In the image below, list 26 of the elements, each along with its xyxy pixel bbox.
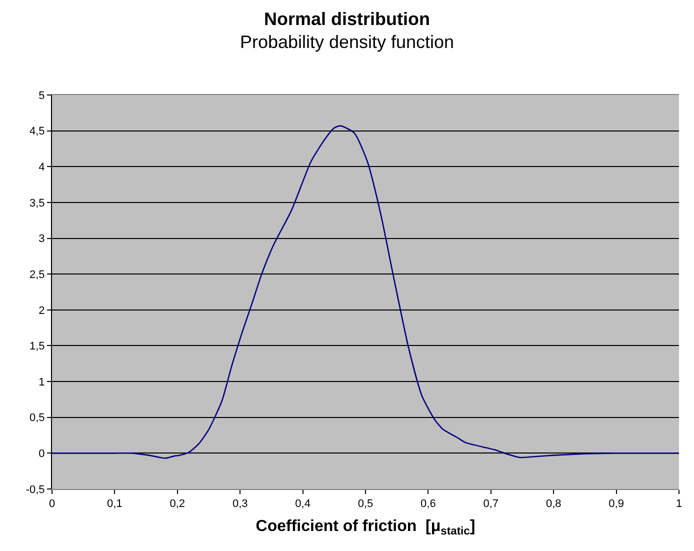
x-axis-title: Coefficient of friction [μ$_{static}$] xyxy=(256,518,476,538)
y-tick-label: 3,5 xyxy=(30,197,45,210)
chart-subtitle: Probability density function xyxy=(240,32,454,52)
x-tick-label: 0,5 xyxy=(358,498,374,510)
y-tick-label: 2 xyxy=(38,304,45,317)
y-tick-label: 0,5 xyxy=(30,412,45,424)
x-tick-label: 0,2 xyxy=(170,498,186,510)
y-tick-label: 4,5 xyxy=(30,126,45,138)
chart-title: Normal distribution xyxy=(264,8,430,29)
y-tick-label: 3 xyxy=(38,233,45,246)
x-tick-label: 0,4 xyxy=(295,498,310,510)
y-tick-label: 4 xyxy=(38,161,45,174)
y-tick-label: 5 xyxy=(38,90,45,102)
y-tick-label: 0 xyxy=(38,448,45,460)
x-tick-label: 0,1 xyxy=(107,498,122,510)
x-tick-label: 0,8 xyxy=(546,498,562,510)
x-tick-label: 1 xyxy=(676,498,682,510)
x-tick-label: 0,3 xyxy=(232,498,248,510)
y-tick-label: 1,5 xyxy=(30,340,45,353)
x-tick-label: 0 xyxy=(48,498,56,510)
x-tick-label: 0,7 xyxy=(483,498,499,510)
y-tick-label: 2,5 xyxy=(30,268,45,281)
y-tick-label: 1 xyxy=(38,376,45,388)
y-tick-label: -0,5 xyxy=(26,484,45,496)
x-tick-label: 0,6 xyxy=(420,498,436,510)
x-tick-label: 0,9 xyxy=(608,498,624,510)
